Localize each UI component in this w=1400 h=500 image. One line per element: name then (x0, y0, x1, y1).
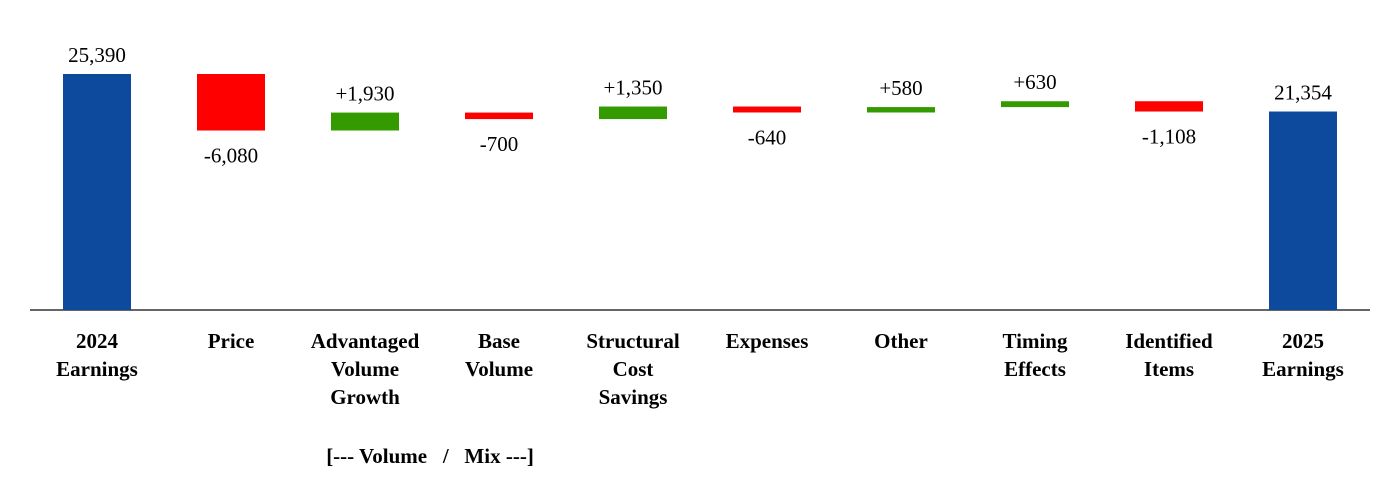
value-label: 25,390 (68, 43, 126, 67)
x-tick-label: Base Volume (465, 329, 533, 381)
value-label: +630 (1013, 70, 1056, 94)
bar (63, 74, 131, 310)
bar (465, 112, 533, 120)
value-label: 21,354 (1274, 81, 1332, 105)
value-label: +580 (879, 76, 922, 100)
value-label: -1,108 (1142, 125, 1196, 149)
x-tick-label: Other (874, 329, 928, 353)
bar (331, 112, 399, 131)
bar (1135, 101, 1203, 112)
bar (733, 106, 801, 113)
x-tick-label: Advantaged Volume Growth (311, 329, 420, 409)
x-tick-label: 2025 Earnings (1262, 329, 1344, 381)
x-tick-label: Identified Items (1125, 329, 1213, 381)
x-tick-label: 2024 Earnings (56, 329, 138, 381)
value-label: -700 (480, 132, 519, 156)
bar (1269, 111, 1337, 310)
x-tick-label: Structural Cost Savings (586, 329, 679, 409)
value-label: -640 (748, 125, 787, 149)
x-tick-label: Timing Effects (1003, 329, 1068, 381)
x-tick-label: Expenses (726, 329, 809, 353)
bar (1001, 101, 1069, 108)
bar (599, 106, 667, 120)
annotation: [--- Volume / Mix ---] (326, 444, 534, 468)
value-label: +1,350 (603, 76, 662, 100)
value-label: +1,930 (335, 82, 394, 106)
bar (867, 107, 935, 113)
x-tick-label: Price (208, 329, 255, 353)
value-label: -6,080 (204, 144, 258, 168)
bar (197, 74, 265, 131)
